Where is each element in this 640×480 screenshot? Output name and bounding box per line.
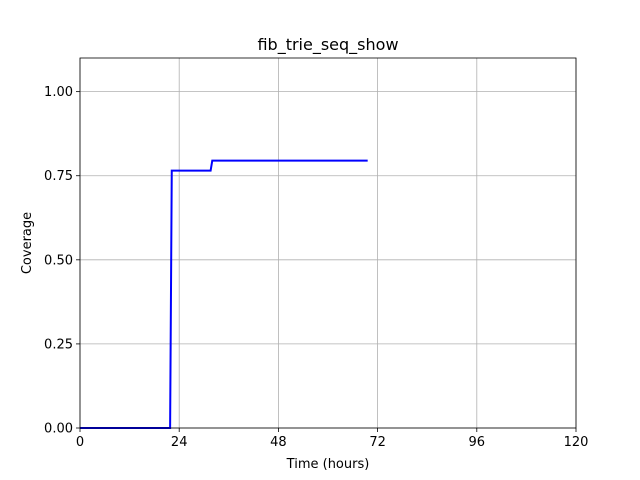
x-axis-label: Time (hours): [286, 457, 370, 472]
x-tick-label: 24: [171, 435, 188, 450]
x-tick-label: 48: [270, 435, 287, 450]
plot-frame: [79, 57, 577, 429]
y-tick-label: 0.75: [44, 169, 73, 184]
chart-title: fib_trie_seq_show: [257, 35, 398, 55]
x-tick-label: 120: [564, 435, 589, 450]
y-tick-label: 0.00: [44, 422, 73, 437]
y-tick-label: 1.00: [44, 85, 73, 100]
y-axis: 0.00 0.25 0.50 0.75 1.00: [44, 85, 80, 437]
x-axis: 0 24 48 72 96 120: [76, 428, 589, 450]
y-tick-label: 0.50: [44, 253, 73, 268]
x-tick-label: 96: [469, 435, 486, 450]
x-tick-label: 72: [369, 435, 386, 450]
y-axis-label: Coverage: [20, 212, 35, 274]
x-tick-label: 0: [76, 435, 84, 450]
y-tick-label: 0.25: [44, 337, 73, 352]
